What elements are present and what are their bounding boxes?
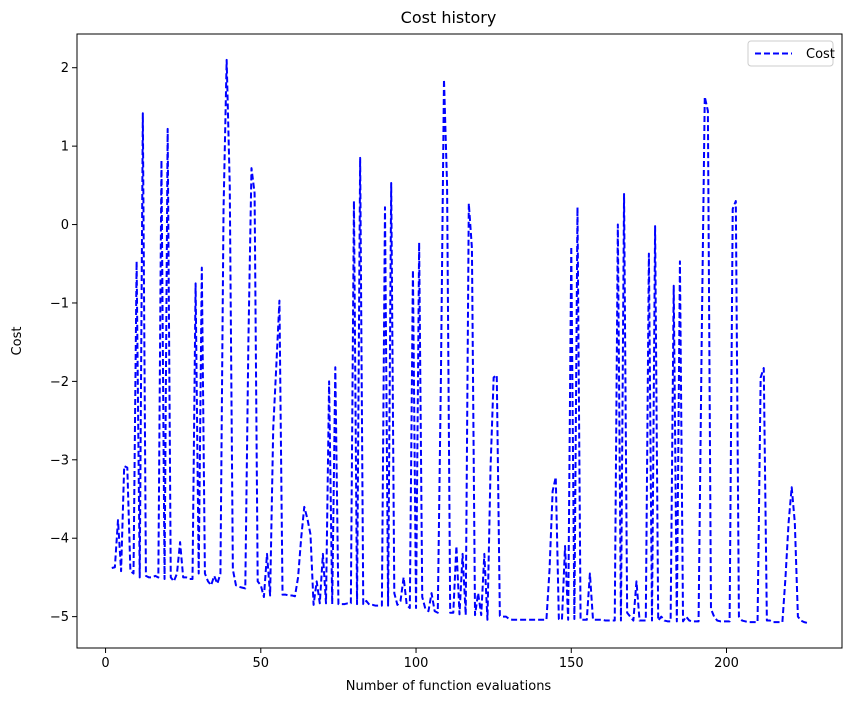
chart-title: Cost history — [401, 8, 497, 27]
series-line-0 — [111, 58, 808, 624]
x-tick-label: 0 — [101, 656, 109, 671]
y-tick-label: −5 — [50, 610, 69, 625]
y-tick-label: 0 — [61, 218, 69, 233]
x-tick-label: 50 — [253, 656, 270, 671]
plot-area — [111, 58, 808, 624]
legend-label-cost: Cost — [806, 47, 835, 62]
x-tick-label: 150 — [559, 656, 584, 671]
y-axis: −5 −4 −3 −2 −1 0 1 2 — [50, 61, 77, 625]
y-axis-label: Cost — [10, 327, 25, 356]
legend-box — [747, 40, 834, 67]
y-tick-label: 2 — [61, 61, 69, 76]
y-tick-label: −1 — [50, 296, 69, 311]
x-axis: 0 50 100 150 200 — [101, 648, 739, 671]
legend: Cost — [747, 40, 835, 67]
y-tick-label: −2 — [50, 375, 69, 390]
x-tick-label: 100 — [404, 656, 429, 671]
y-tick-label: −4 — [50, 532, 69, 547]
x-axis-label: Number of function evaluations — [346, 679, 552, 694]
x-tick-label: 200 — [714, 656, 739, 671]
plot-frame — [76, 33, 843, 649]
y-tick-label: −3 — [50, 453, 69, 468]
y-tick-label: 1 — [61, 140, 69, 155]
